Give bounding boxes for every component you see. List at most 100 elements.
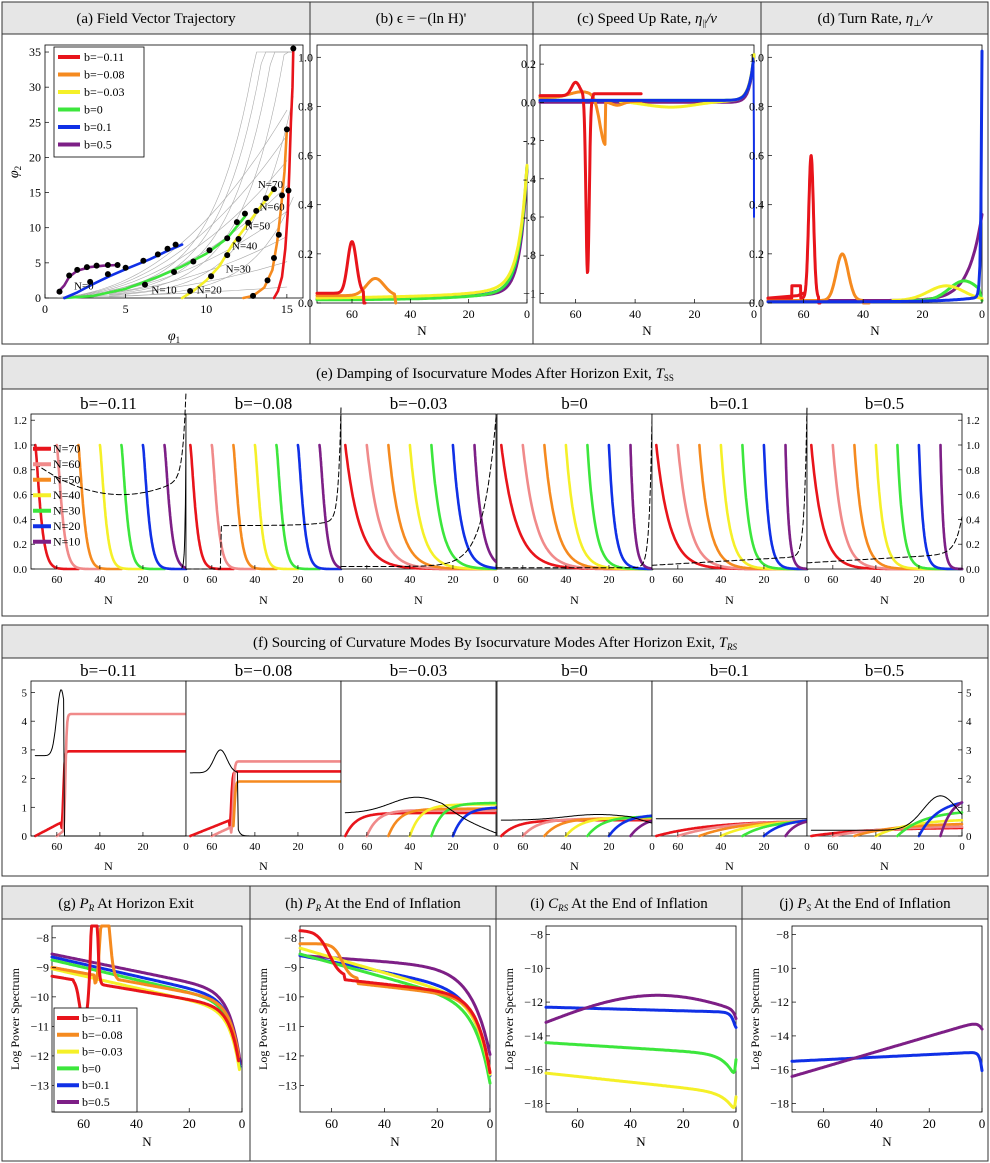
guide-curve xyxy=(181,432,187,569)
x-tick-label: 40 xyxy=(130,1116,143,1131)
panel-i-title: (i) CRS At the End of Inflation xyxy=(530,896,708,913)
iso-N-curve xyxy=(109,196,294,297)
pr-exit-b0.5 xyxy=(50,952,242,1066)
guide-curve xyxy=(34,391,187,496)
y-tick-label: 25 xyxy=(29,115,41,129)
y-tick-label: 1.0 xyxy=(749,50,764,64)
x-tick-label: 40 xyxy=(378,1116,391,1131)
pr-end-b-0.11 xyxy=(298,929,492,1075)
y-tick-label: −10 xyxy=(770,961,789,975)
x-tick-label: 40 xyxy=(560,574,572,586)
y-tick-label: −10 xyxy=(278,990,297,1004)
x-axis-label: φ1 xyxy=(168,329,180,345)
trajectory-point xyxy=(208,273,215,280)
plot-frame xyxy=(316,44,528,304)
trajectory-point xyxy=(285,187,292,194)
x-tick-label: 20 xyxy=(913,574,925,586)
n-label: N=30 xyxy=(226,263,252,275)
pr-exit-b-0.08 xyxy=(50,924,241,1059)
subplot-title: b=0 xyxy=(561,661,588,680)
panel-border xyxy=(741,918,989,1162)
x-tick-label: 20 xyxy=(447,574,459,586)
turn-b-0.03 xyxy=(891,284,984,302)
x-tick-label: 60 xyxy=(672,841,684,853)
x-axis-label: N xyxy=(570,859,579,873)
speedup-b-0.11 xyxy=(538,80,643,274)
trajectory-b-0.11 xyxy=(272,47,295,300)
x-tick-label: 60 xyxy=(571,1116,584,1131)
x-tick-label: 40 xyxy=(624,1116,637,1131)
tss-mode-60 xyxy=(210,443,257,571)
trajectory-point xyxy=(140,257,147,264)
x-tick-label: 0 xyxy=(183,841,189,853)
subplot-title: b=−0.03 xyxy=(390,394,447,413)
y-tick-label: 0.4 xyxy=(13,514,27,526)
legend-label: b=0.5 xyxy=(84,138,112,152)
x-tick-label: 20 xyxy=(758,574,770,586)
y-tick-label: 30 xyxy=(29,80,41,94)
y-tick-label: −14 xyxy=(770,1029,789,1043)
trajectory-point xyxy=(87,278,94,285)
trajectory-point xyxy=(233,219,240,226)
y-tick-label: 0.2 xyxy=(298,247,313,261)
trajectory-point xyxy=(172,241,179,248)
n-label: N=70 xyxy=(258,179,284,191)
y-tick-label: 1.2 xyxy=(13,415,27,427)
panel-d-title: (d) Turn Rate, η⊥/v xyxy=(817,11,932,28)
panel-header xyxy=(760,1,989,35)
x-tick-label: 40 xyxy=(404,307,416,321)
y-tick-label: 0.2 xyxy=(749,247,764,261)
x-tick-label: 20 xyxy=(137,841,149,853)
x-tick-label: 60 xyxy=(346,307,358,321)
trs-mode-60 xyxy=(210,760,343,838)
plot-frame xyxy=(806,413,963,570)
y-tick-label: 4 xyxy=(22,716,28,728)
turn-b-0.11-start xyxy=(766,291,806,300)
tss-mode-40 xyxy=(253,443,300,571)
crs-b0.5 xyxy=(544,993,738,1024)
n-label: N=20 xyxy=(197,285,223,297)
trs-mode-20 xyxy=(451,806,498,838)
x-tick-label: 20 xyxy=(292,841,304,853)
y-tick-label: -.6 xyxy=(523,210,536,224)
y-tick-label: −18 xyxy=(524,1097,543,1111)
x-axis-label: N xyxy=(259,859,268,873)
pr-exit-b-0.03 xyxy=(50,967,241,1072)
y-tick-label: 4 xyxy=(966,716,972,728)
iso-N-curve xyxy=(57,109,288,298)
x-tick-label: 60 xyxy=(206,574,218,586)
y-tick-label: 0.8 xyxy=(966,465,980,477)
y-tick-label: 0 xyxy=(35,291,41,305)
y-tick-label: −10 xyxy=(524,961,543,975)
x-tick-label: 0 xyxy=(649,841,655,853)
y-tick-label: −8 xyxy=(36,931,49,945)
plot-frame xyxy=(539,44,755,304)
x-tick-label: 60 xyxy=(827,574,839,586)
trs-mode-10 xyxy=(939,801,964,838)
plot-frame xyxy=(651,680,808,837)
x-tick-label: 20 xyxy=(431,1116,444,1131)
trajectory-point xyxy=(154,251,161,258)
x-tick-label: 20 xyxy=(447,841,459,853)
y-tick-label: 0.6 xyxy=(749,149,764,163)
y-tick-label: −8 xyxy=(284,931,297,945)
subplot-title: b=−0.03 xyxy=(390,661,447,680)
y-tick-label: −8 xyxy=(776,927,789,941)
subplot-title: b=0.1 xyxy=(710,394,749,413)
trajectory-point xyxy=(283,126,290,133)
y-tick-label: 0.6 xyxy=(13,490,27,502)
panel-header xyxy=(1,624,989,659)
y-tick-label: 0.2 xyxy=(521,57,536,71)
ps-b0.1 xyxy=(790,1051,984,1073)
x-axis-label: N xyxy=(104,859,113,873)
x-tick-label: 40 xyxy=(629,307,641,321)
y-tick-label: 5 xyxy=(966,687,972,699)
legend-label: b=0 xyxy=(82,1061,101,1075)
x-tick-label: 60 xyxy=(51,574,63,586)
y-tick-label: −16 xyxy=(770,1063,789,1077)
x-tick-label: 20 xyxy=(183,1116,196,1131)
y-tick-label: 2 xyxy=(22,774,28,786)
epsilon-b-0.08 xyxy=(315,277,398,305)
x-axis-label: N xyxy=(880,593,889,607)
tss-mode-10 xyxy=(318,443,343,570)
